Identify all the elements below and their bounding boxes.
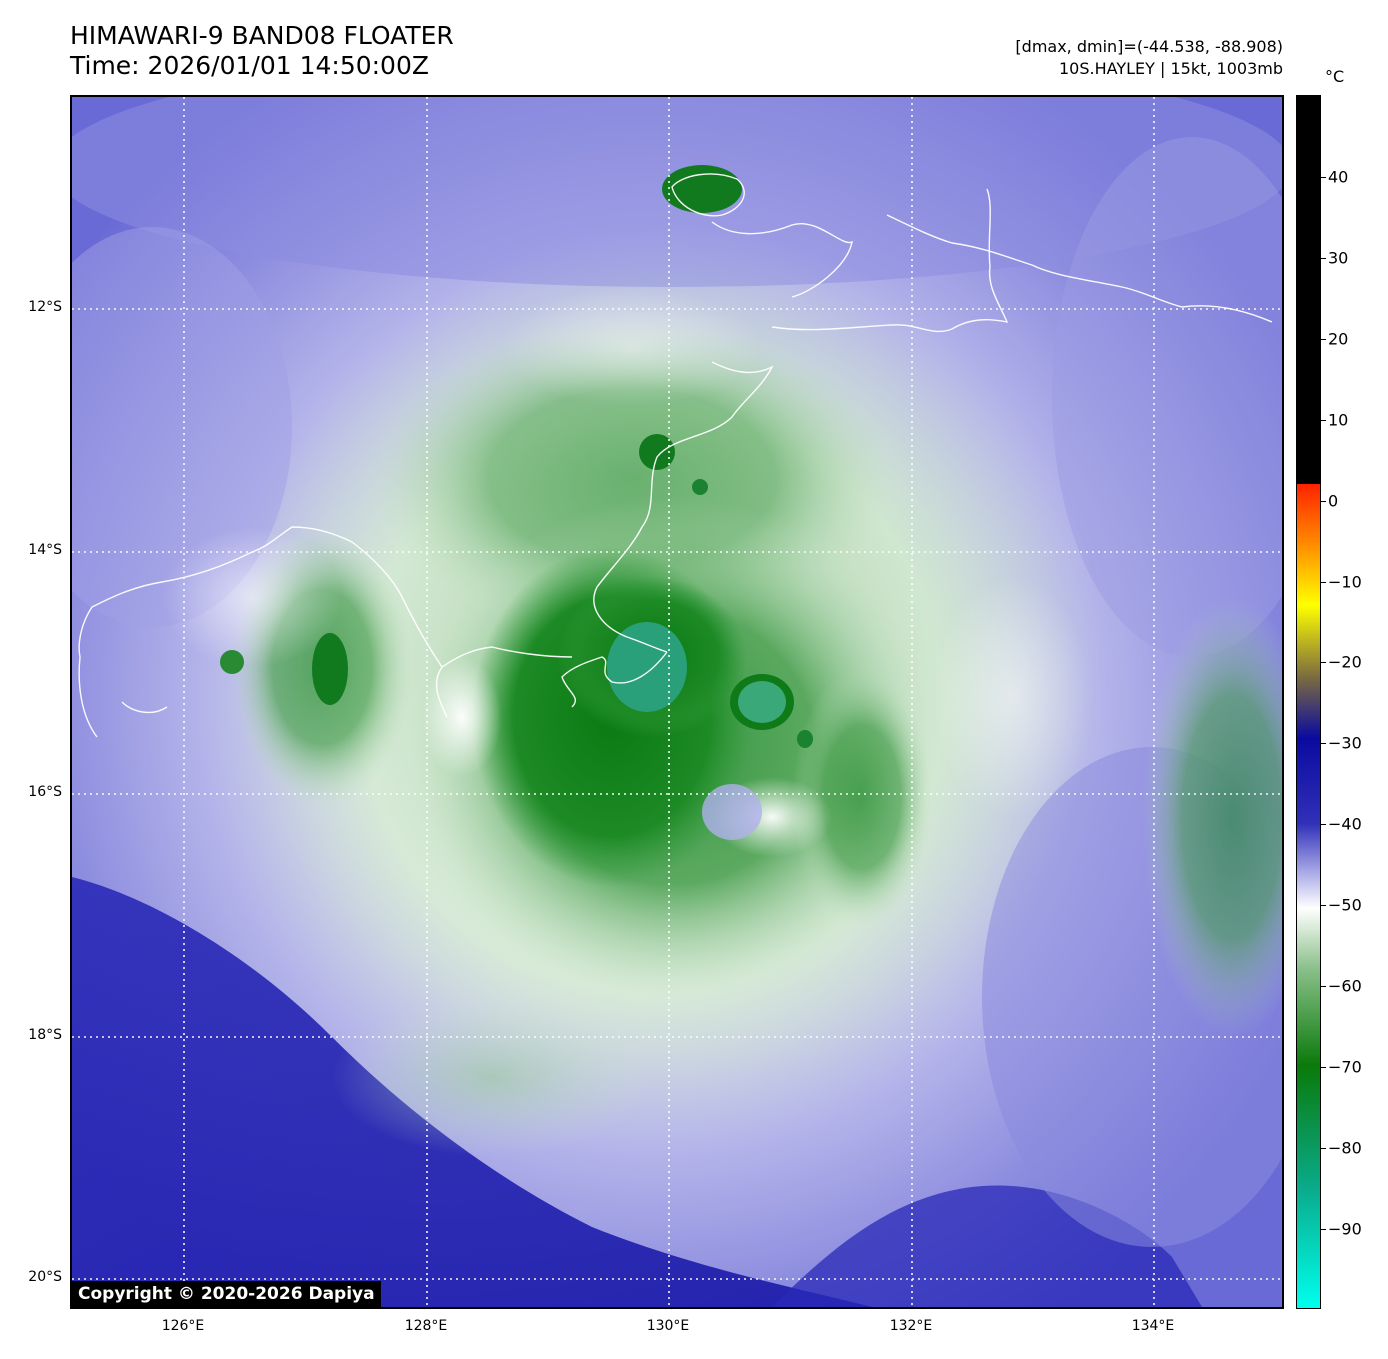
colorbar-tick-mark [1321,338,1326,340]
colorbar-tick-mark [1321,500,1326,502]
colorbar-tick-mark [1321,419,1326,421]
colorbar-unit: °C [1325,67,1345,86]
colorbar-tick-label: −70 [1328,1057,1362,1077]
satellite-image [70,95,1284,1309]
chart-time: Time: 2026/01/01 14:50:00Z [70,51,429,80]
colorbar-tick-mark [1321,177,1326,178]
colorbar-tick-label: −30 [1328,733,1362,753]
lat-label-16s: 16°S [28,784,62,800]
colorbar-tick-mark [1321,581,1326,583]
colorbar-tick-label: 20 [1328,329,1349,349]
copyright-label: Copyright © 2020-2026 Dapiya [72,1281,381,1307]
data-range-info: [dmax, dmin]=(-44.538, -88.908) [1015,37,1283,56]
colorbar-tick-label: −60 [1328,976,1362,996]
lon-label-128e: 128°E [404,1318,448,1334]
colorbar-tick-mark [1321,662,1326,664]
lon-label-132e: 132°E [889,1318,933,1334]
colorbar-tick-label: −10 [1328,572,1362,591]
lat-label-18s: 18°S [28,1027,62,1043]
colorbar-tick-mark [1321,1147,1326,1149]
colorbar-tick-label: −20 [1328,652,1362,672]
colorbar-tick-mark [1321,743,1326,745]
colorbar-tick-mark [1321,1228,1326,1230]
lon-label-134e: 134°E [1131,1318,1175,1334]
colorbar-tick-label: 40 [1328,167,1349,187]
colorbar-tick-label: −80 [1328,1138,1362,1158]
colorbar-tick-mark [1321,986,1326,987]
colorbar-tick-label: −40 [1328,814,1362,834]
storm-info: 10S.HAYLEY | 15kt, 1003mb [1059,59,1283,78]
colorbar-tick-mark [1321,824,1326,826]
lon-label-126e: 126°E [161,1318,205,1334]
lat-label-14s: 14°S [28,542,62,558]
colorbar-tick-mark [1321,905,1326,907]
colorbar-tick-label: 30 [1328,248,1349,268]
colorbar-tick-label: −90 [1328,1219,1362,1239]
lat-label-12s: 12°S [28,299,62,315]
colorbar [1296,95,1321,1309]
colorbar-tick-label: −50 [1328,895,1362,915]
colorbar-tick-mark [1321,1066,1326,1068]
chart-title: HIMAWARI-9 BAND08 FLOATER [70,21,454,50]
colorbar-tick-label: 10 [1328,410,1349,430]
lat-label-20s: 20°S [28,1269,62,1285]
lon-label-130e: 130°E [646,1318,690,1334]
colorbar-tick-mark [1321,257,1326,259]
colorbar-tick-label: 0 [1328,491,1339,511]
